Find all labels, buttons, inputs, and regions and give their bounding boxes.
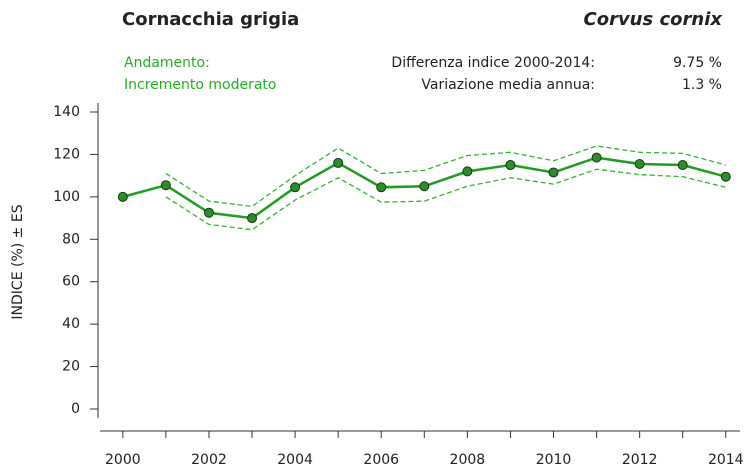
point — [505, 160, 516, 171]
point — [462, 166, 473, 177]
mean-value: 1.3 % — [682, 77, 722, 93]
x-tick-label: 2008 — [450, 452, 486, 468]
y-tick-label: 140 — [53, 104, 80, 120]
point — [548, 167, 559, 178]
y-tick-label: 100 — [53, 189, 80, 205]
point — [419, 181, 430, 192]
point — [591, 152, 602, 163]
point — [677, 160, 688, 171]
y-tick-label: 80 — [62, 231, 80, 247]
y-tick-label: 20 — [62, 359, 80, 375]
point — [247, 213, 258, 224]
y-tick-label: 0 — [71, 401, 80, 417]
trend-label: Andamento: — [124, 55, 210, 71]
trend-value: Incremento moderato — [124, 77, 276, 93]
y-tick-label: 40 — [62, 316, 80, 332]
y-axis-label: INDICE (%) ± ES — [10, 204, 26, 319]
x-tick-label: 2012 — [622, 452, 658, 468]
y-tick-label: 60 — [62, 274, 80, 290]
diff-label: Differenza indice 2000-2014: — [391, 55, 595, 71]
point — [290, 182, 301, 193]
point — [160, 180, 171, 191]
x-tick-label: 2006 — [363, 452, 399, 468]
mean-label: Variazione media annua: — [421, 77, 595, 93]
point — [376, 182, 387, 193]
point — [117, 191, 128, 202]
point — [203, 207, 214, 218]
diff-value: 9.75 % — [673, 55, 722, 71]
x-tick-label: 2004 — [277, 452, 313, 468]
x-tick-label: 2010 — [536, 452, 572, 468]
point — [333, 157, 344, 168]
chart-title: Cornacchia grigia — [122, 9, 299, 30]
point — [720, 171, 731, 182]
x-tick-label: 2000 — [105, 452, 141, 468]
species-name: Corvus cornix — [584, 9, 724, 30]
error-line — [165, 145, 726, 208]
point — [634, 158, 645, 169]
x-tick-label: 2014 — [708, 452, 744, 468]
x-tick-label: 2002 — [191, 452, 227, 468]
y-tick-label: 120 — [53, 146, 80, 162]
